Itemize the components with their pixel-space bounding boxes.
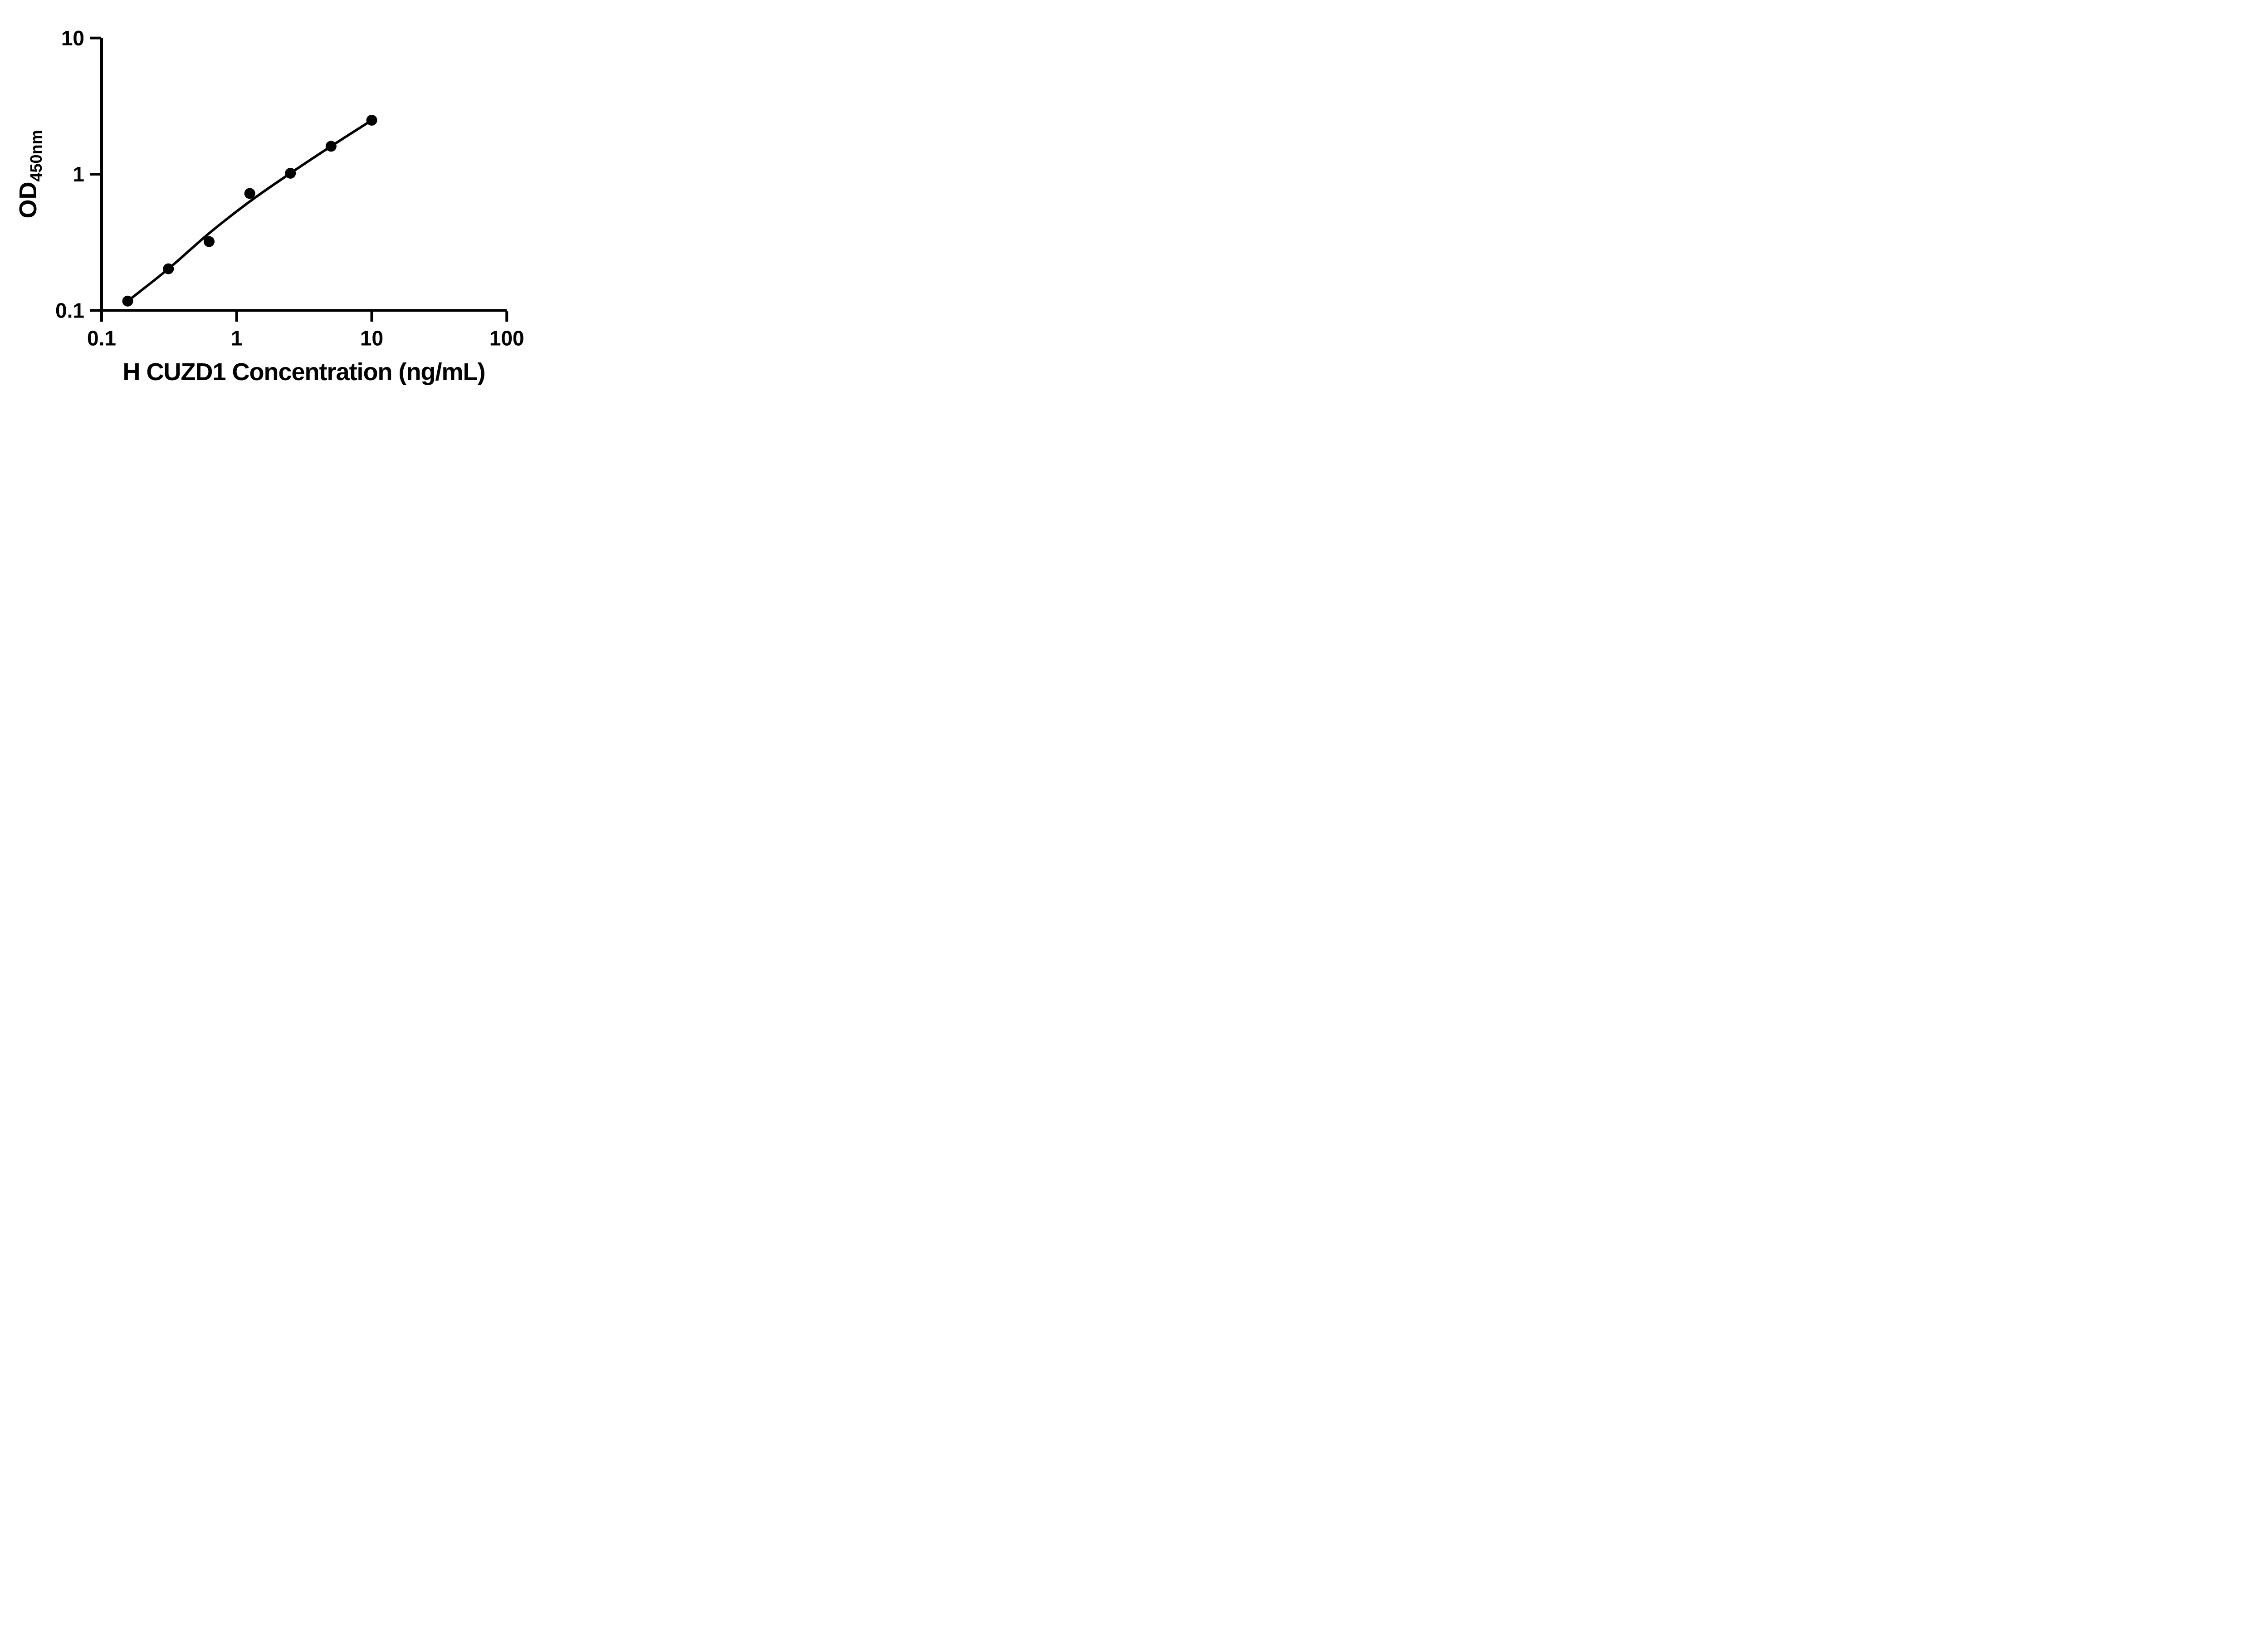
- y-tick-label: 0.1: [55, 298, 84, 322]
- data-points-group: [122, 115, 377, 307]
- y-axis-title-main: OD: [15, 182, 42, 219]
- data-point: [203, 236, 215, 247]
- standard-curve-figure: 0.1 1 10 0.1 1 10 100 H CUZD1 Concentration (n…: [0, 0, 572, 408]
- data-point: [163, 263, 174, 274]
- data-point: [122, 295, 133, 307]
- y-axis-title-subscript: 450nm: [27, 130, 45, 181]
- x-tick-label: 1: [231, 326, 243, 350]
- data-point: [244, 188, 255, 199]
- x-tick-label: 0.1: [87, 326, 116, 350]
- y-tick-label: 10: [61, 26, 84, 50]
- data-point: [325, 141, 337, 152]
- chart-canvas: 0.1 1 10 0.1 1 10 100 H CUZD1 Concentration (n…: [15, 26, 524, 386]
- data-point: [366, 115, 377, 126]
- y-axis-title: OD450nm: [15, 130, 45, 218]
- x-tick-label: 10: [360, 326, 383, 350]
- y-tick-label: 1: [73, 162, 84, 186]
- ticks-group: [90, 36, 508, 322]
- axes-group: [100, 38, 507, 312]
- x-tick-label: 100: [489, 326, 524, 350]
- tick-labels-group: 0.1 1 10 0.1 1 10 100: [55, 26, 524, 350]
- axis-frame-line: [100, 38, 507, 312]
- data-point: [285, 167, 296, 179]
- x-axis-title: H CUZD1 Concentration (ng/mL): [123, 358, 485, 386]
